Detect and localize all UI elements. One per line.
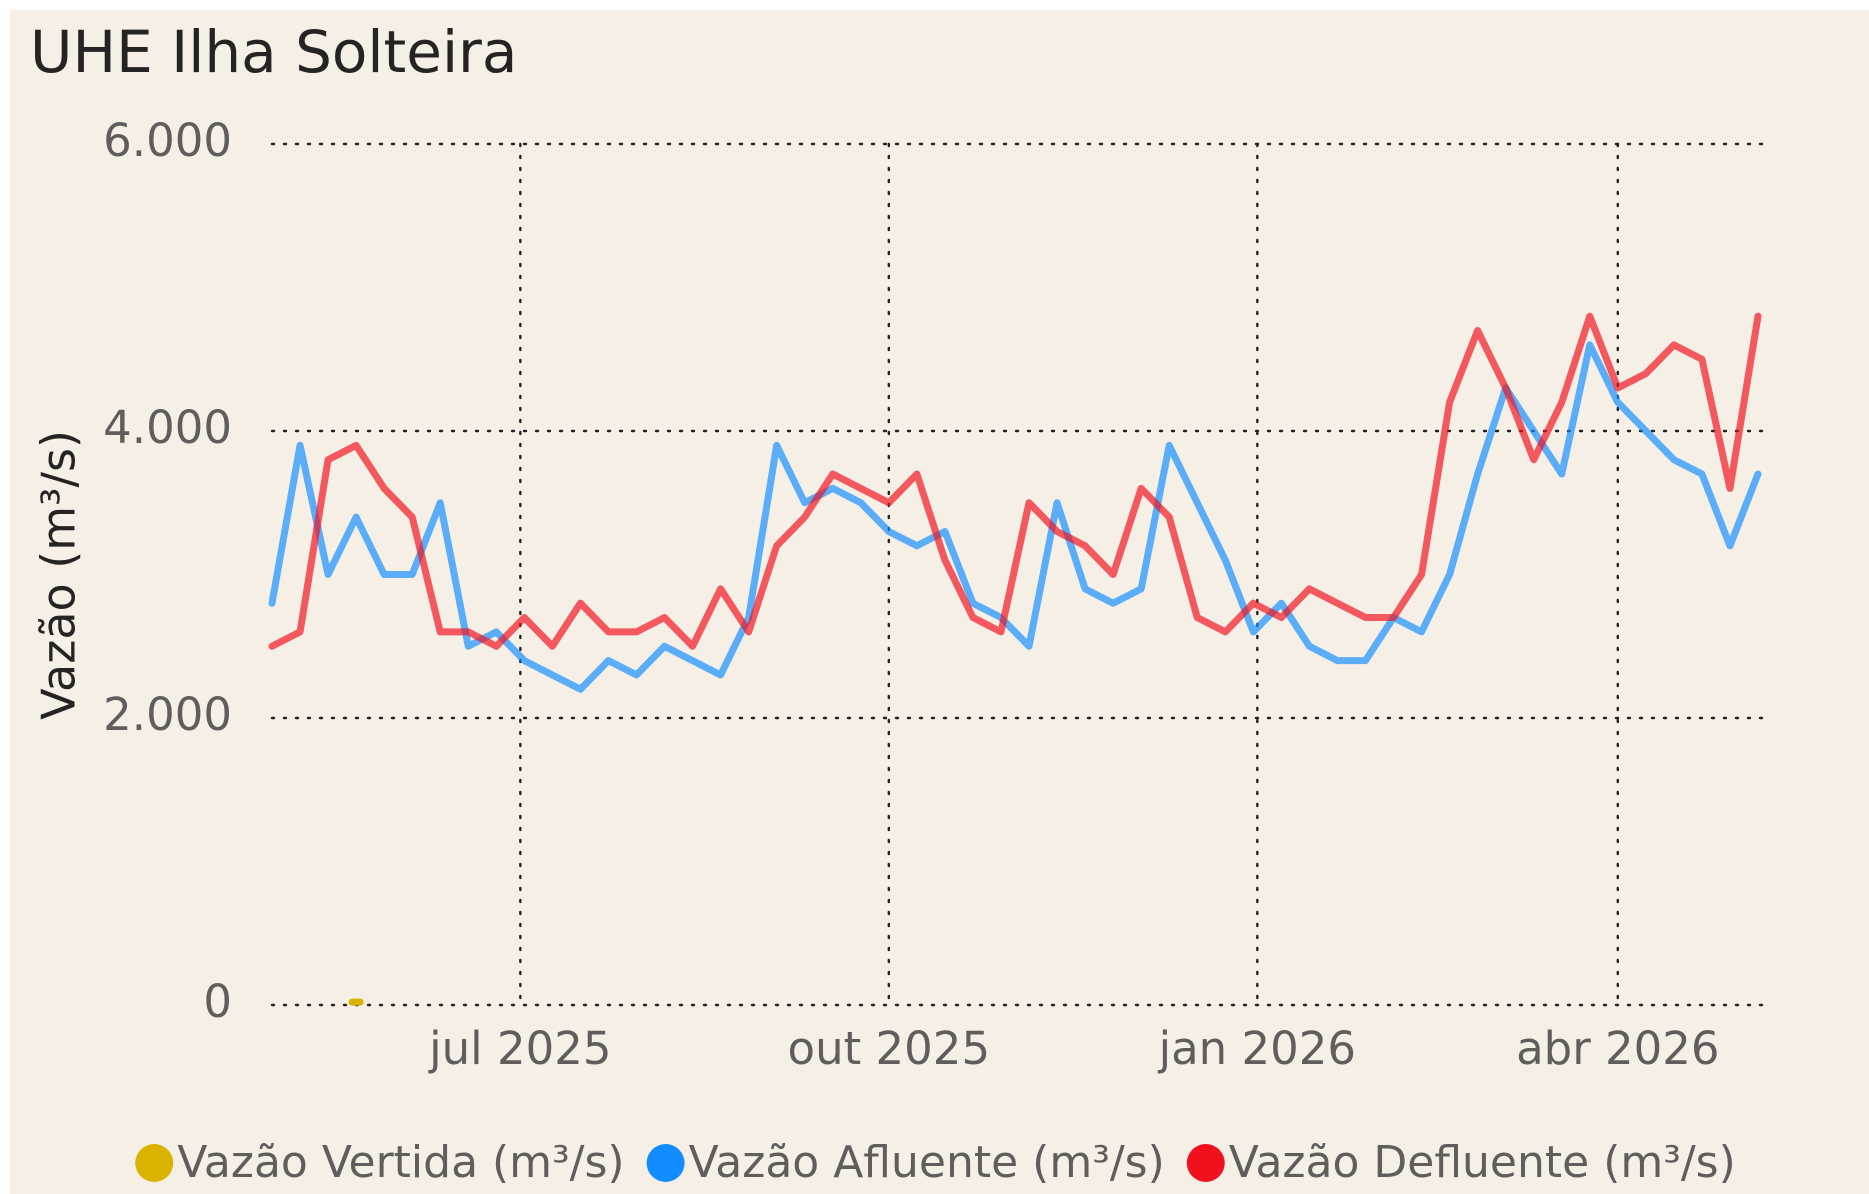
- series-line: [268, 312, 1762, 650]
- x-tick-label: jan 2026: [1158, 1022, 1356, 1075]
- legend-marker: [1186, 1144, 1225, 1182]
- legend-label: Vazão Defluente (m³/s): [1229, 1137, 1736, 1188]
- y-tick-label: 4.000: [103, 401, 232, 454]
- y-axis-title: Vazão (m³/s): [32, 430, 86, 720]
- x-tick-label: abr 2026: [1516, 1022, 1719, 1075]
- legend-label: Vazão Vertida (m³/s): [177, 1137, 624, 1188]
- legend-label: Vazão Afluente (m³/s): [689, 1137, 1165, 1188]
- x-tick-label: out 2025: [788, 1022, 991, 1075]
- y-tick-label: 6.000: [103, 114, 232, 167]
- y-tick-label: 0: [203, 975, 232, 1028]
- background: [10, 10, 1869, 1194]
- chart-title: UHE Ilha Solteira: [30, 18, 517, 86]
- legend-marker: [646, 1144, 685, 1182]
- y-tick-label: 2.000: [103, 688, 232, 741]
- legend-marker: [135, 1144, 174, 1182]
- x-tick-label: jul 2025: [428, 1022, 611, 1075]
